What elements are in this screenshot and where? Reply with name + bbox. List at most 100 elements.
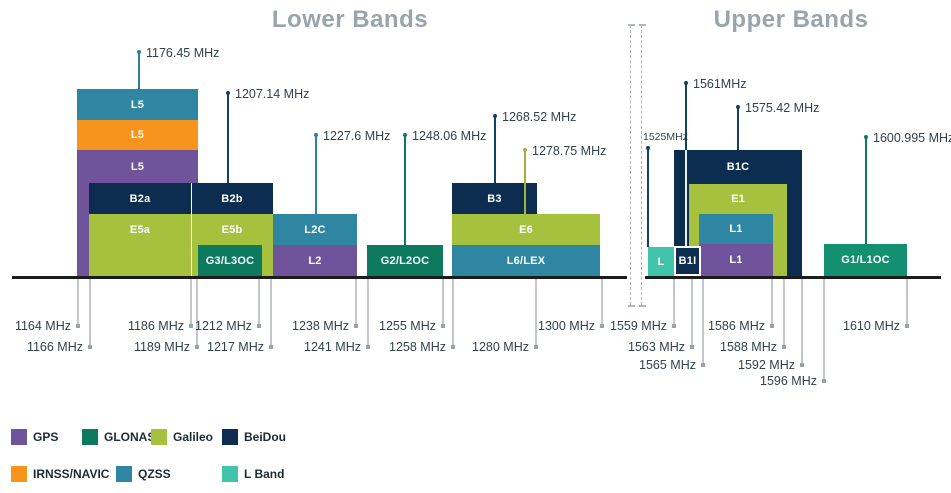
freq-label-bottom: 1563 MHz (628, 340, 685, 354)
freq-tick-line (367, 279, 369, 345)
freq-tick-line (823, 279, 825, 379)
band-label: L1 (729, 254, 743, 266)
freq-label-bottom: 1212 MHz (195, 319, 252, 333)
band-label: L6/LEX (506, 254, 546, 267)
band-block-l2-gps: L2 (273, 245, 357, 276)
legend-swatch-qzss (116, 466, 132, 482)
band-block-l-lband: L (648, 247, 674, 276)
freq-tick-line (190, 279, 192, 324)
freq-label-bottom: 1559 MHz (610, 319, 667, 333)
legend-swatch-glonass (82, 429, 98, 445)
freq-label-bottom: 1186 MHz (127, 319, 184, 333)
freq-label-bottom: 1592 MHz (738, 358, 795, 372)
freq-label-bottom: 1280 MHz (472, 340, 529, 354)
axis-break-cap-top (638, 24, 646, 26)
freq-pin-dot (402, 133, 407, 137)
freq-tick-line (452, 279, 454, 345)
freq-pin-line (647, 148, 649, 247)
freq-tick-square (257, 324, 261, 328)
freq-label-bottom: 1586 MHz (708, 319, 765, 333)
band-block-b2b-beidou: B2b (191, 183, 273, 214)
freq-tick-square (672, 324, 676, 328)
band-label: B1C (726, 161, 750, 173)
legend-label: L Band (244, 467, 285, 481)
freq-tick-line (771, 279, 773, 324)
band-label: B3 (487, 192, 502, 205)
band-block-l1-gps: L1 (699, 244, 773, 276)
band-label: L5 (130, 98, 145, 111)
axis-break-dashed-line (630, 25, 631, 305)
freq-label-bottom: 1610 MHz (843, 319, 900, 333)
freq-pin-line (138, 52, 140, 89)
band-label: E1 (731, 193, 745, 205)
freq-tick-square (690, 345, 694, 349)
band-block-l5-irnss: L5 (77, 120, 198, 150)
band-block-e5a-galileo: E5a (89, 214, 191, 276)
freq-tick-line (270, 279, 272, 345)
legend-swatch-gps (11, 429, 27, 445)
freq-tick-square (76, 324, 80, 328)
band-label: L5 (130, 129, 145, 141)
freq-tick-line (77, 279, 79, 324)
freq-pin-dot (492, 114, 497, 118)
freq-label-top: 1561MHz (693, 77, 747, 91)
freq-label-bottom: 1588 MHz (720, 340, 777, 354)
lower-bands-title: Lower Bands (271, 6, 429, 33)
freq-pin-line (315, 135, 317, 214)
legend-swatch-irnss-navic (11, 466, 27, 482)
frequency-axis-segment-1 (12, 276, 627, 279)
band-label: B1I (678, 255, 697, 267)
freq-label-top: 1525MHz (643, 131, 688, 143)
band-block-b1i-beidou: B1I (674, 246, 701, 276)
freq-tick-line (783, 279, 785, 345)
freq-pin-line (865, 137, 867, 244)
legend-label: GPS (33, 430, 59, 444)
freq-label-bottom: 1217 MHz (207, 340, 264, 354)
band-label: B2a (129, 192, 151, 205)
freq-tick-square (905, 324, 909, 328)
legend-label: QZSS (138, 467, 171, 481)
freq-label-top: 1268.52 MHz (502, 110, 577, 124)
band-label: L5 (130, 160, 145, 173)
band-label: B2b (221, 192, 243, 205)
freq-tick-line (442, 279, 444, 324)
freq-pin-line (524, 150, 526, 214)
upper-bands-title: Upper Bands (713, 6, 869, 33)
freq-tick-line (702, 279, 704, 363)
freq-tick-square (269, 345, 273, 349)
axis-break-dashed-line (641, 25, 642, 305)
freq-tick-line (673, 279, 675, 324)
freq-tick-square (770, 324, 774, 328)
band-label: E5a (129, 223, 151, 236)
freq-label-top: 1575.42 MHz (745, 101, 820, 115)
freq-label-bottom: 1238 MHz (292, 319, 349, 333)
freq-tick-line (691, 279, 693, 345)
freq-tick-square (88, 345, 92, 349)
freq-tick-square (800, 363, 804, 367)
legend-label: GLONASS (104, 430, 164, 444)
freq-tick-line (355, 279, 357, 324)
axis-break-cap-bottom (638, 305, 646, 307)
legend-swatch-galileo (151, 429, 167, 445)
freq-label-bottom: 1189 MHz (133, 340, 190, 354)
band-label: E5b (221, 223, 243, 236)
freq-tick-square (195, 345, 199, 349)
freq-tick-square (366, 345, 370, 349)
freq-tick-square (441, 324, 445, 328)
band-block-l2c-qzss: L2C (273, 214, 357, 245)
freq-tick-square (534, 345, 538, 349)
band-label: E6 (519, 223, 533, 236)
legend-label: Galileo (173, 430, 214, 444)
axis-break-cap-bottom (627, 305, 635, 307)
freq-tick-line (196, 279, 198, 345)
legend-label: IRNSS/NAVIC (33, 467, 110, 481)
band-block-b2a-beidou: B2a (89, 183, 191, 214)
freq-tick-line (89, 279, 91, 345)
freq-tick-line (535, 279, 537, 345)
freq-label-top: 1227.6 MHz (323, 129, 391, 143)
freq-label-bottom: 1258 MHz (389, 340, 446, 354)
freq-pin-dot (683, 81, 688, 85)
freq-label-top: 1278.75 MHz (532, 144, 607, 158)
legend-label: BeiDou (244, 430, 286, 444)
